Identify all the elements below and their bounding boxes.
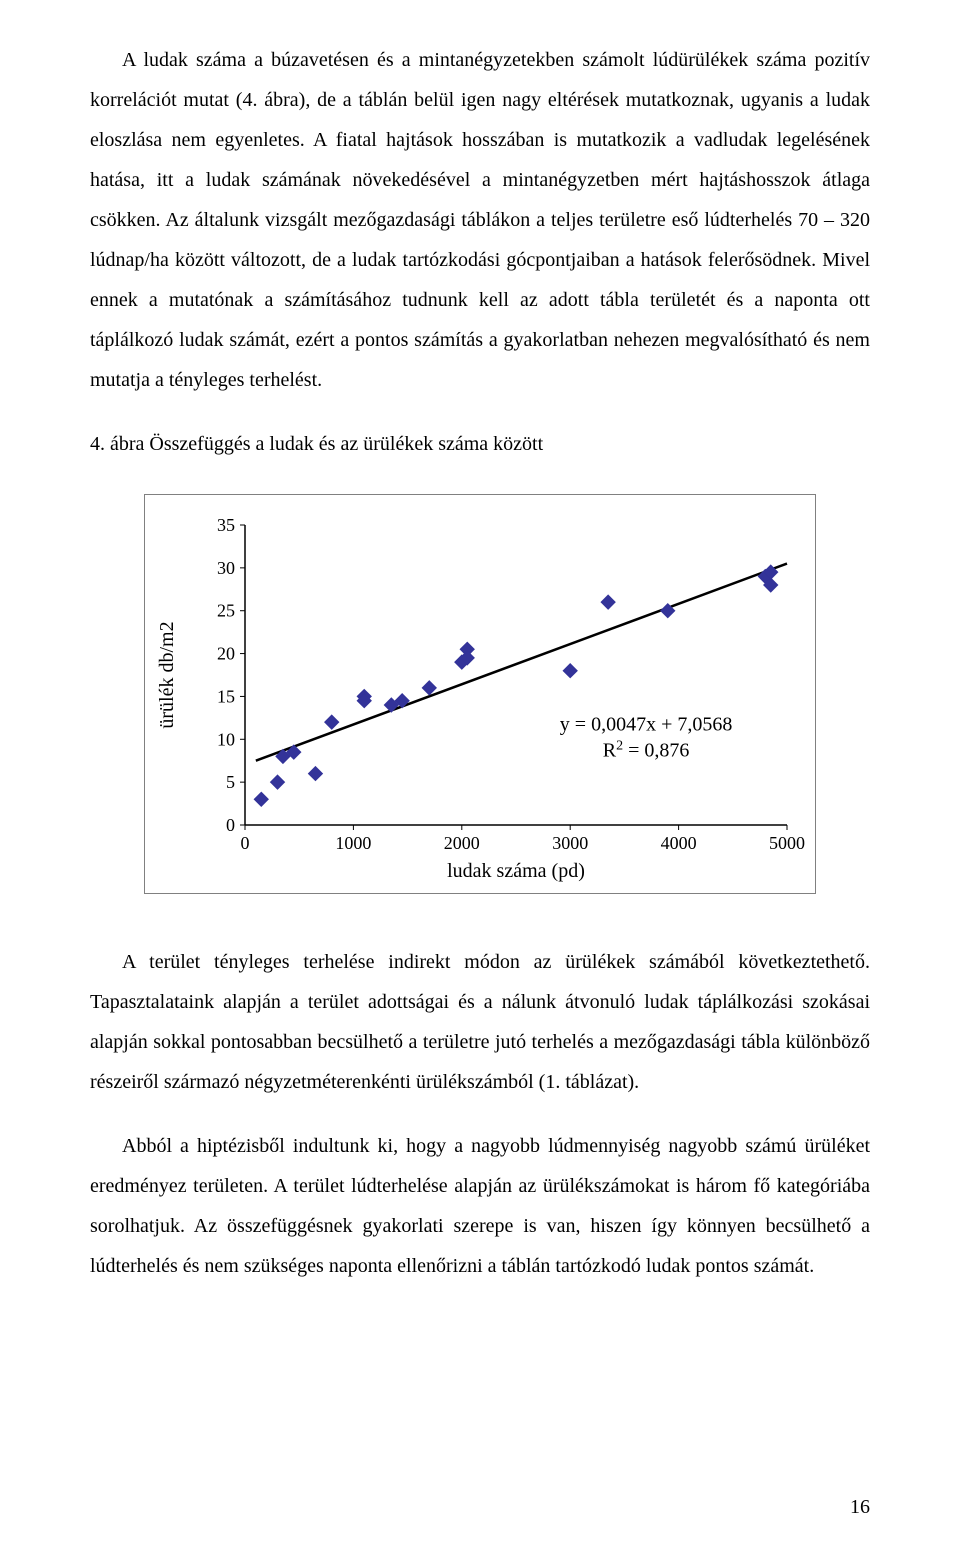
svg-text:y = 0,0047x + 7,0568: y = 0,0047x + 7,0568 [560,714,733,736]
svg-text:0: 0 [241,833,250,853]
svg-text:4000: 4000 [661,833,697,853]
page: A ludak száma a búzavetésen és a mintané… [0,0,960,1543]
chart-svg: 0 5 10 15 20 25 30 35 0 1000 2000 3000 4000 5000 y = 0… [145,495,817,895]
svg-text:5: 5 [226,772,235,792]
svg-text:20: 20 [217,644,235,664]
svg-text:ürülék db/m2: ürülék db/m2 [156,621,178,728]
svg-text:0: 0 [226,815,235,835]
svg-text:10: 10 [217,729,235,749]
svg-text:25: 25 [217,601,235,621]
svg-text:ludak száma (pd): ludak száma (pd) [447,860,585,882]
page-number: 16 [850,1496,870,1519]
svg-text:15: 15 [217,686,235,706]
paragraph-2: A terület tényleges terhelése indirekt m… [90,942,870,1102]
paragraph-3: Abból a hiptézisből indultunk ki, hogy a… [90,1126,870,1286]
svg-text:1000: 1000 [335,833,371,853]
svg-text:2000: 2000 [444,833,480,853]
svg-text:30: 30 [217,558,235,578]
svg-text:3000: 3000 [552,833,588,853]
figure-caption: 4. ábra Összefüggés a ludak és az ürülék… [90,424,870,464]
svg-text:5000: 5000 [769,833,805,853]
svg-text:35: 35 [217,515,235,535]
scatter-chart: 0 5 10 15 20 25 30 35 0 1000 2000 3000 4000 5000 y = 0… [144,494,816,894]
paragraph-1: A ludak száma a búzavetésen és a mintané… [90,40,870,400]
svg-text:R2 = 0,876: R2 = 0,876 [603,738,690,762]
